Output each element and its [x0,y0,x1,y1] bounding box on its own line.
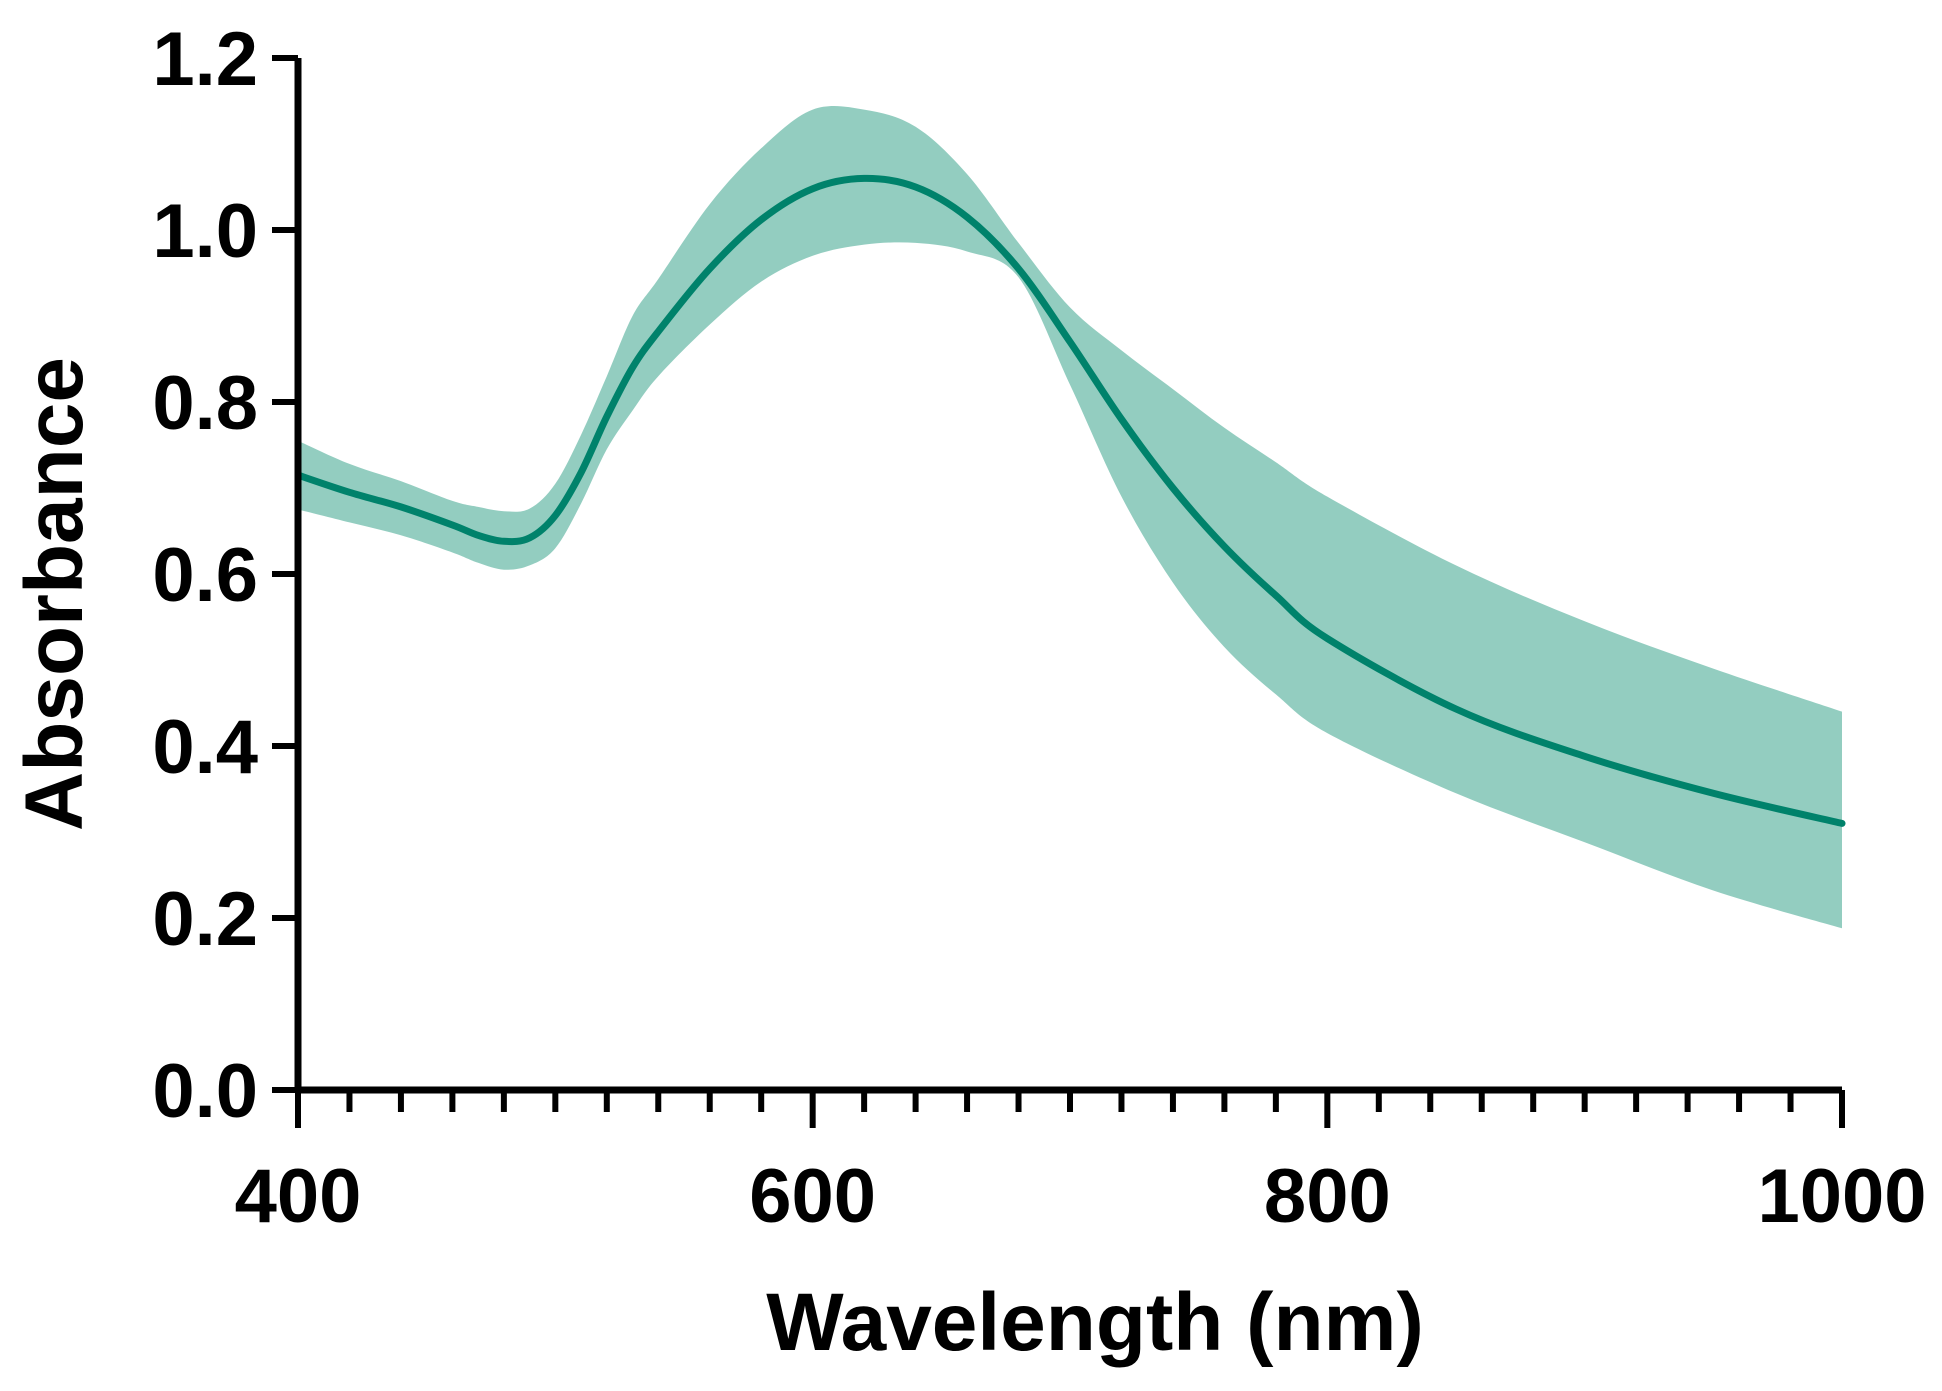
x-tick-label: 400 [235,1154,362,1239]
error-band [298,105,1842,929]
mean-line [294,174,1846,827]
y-axis-title: Absorbance [9,357,100,831]
y-tick-label: 1.0 [152,189,258,274]
x-tick-label: 1000 [1757,1154,1926,1239]
y-tick-label: 0.8 [152,361,258,446]
x-tick-label: 600 [749,1154,876,1239]
y-axis-ticks: 0.0 0.2 0.4 0.6 0.8 1.0 1.2 [152,17,298,1134]
y-tick-label: 0.2 [152,877,258,962]
x-axis-title: Wavelength (nm) [766,1277,1424,1368]
x-axis-ticks: 400 600 800 1000 [235,1090,1927,1239]
y-tick-label: 0.0 [152,1049,258,1134]
x-tick-label: 800 [1264,1154,1391,1239]
y-tick-label: 1.2 [152,17,258,102]
y-tick-label: 0.4 [152,705,258,790]
y-tick-label: 0.6 [152,533,258,618]
